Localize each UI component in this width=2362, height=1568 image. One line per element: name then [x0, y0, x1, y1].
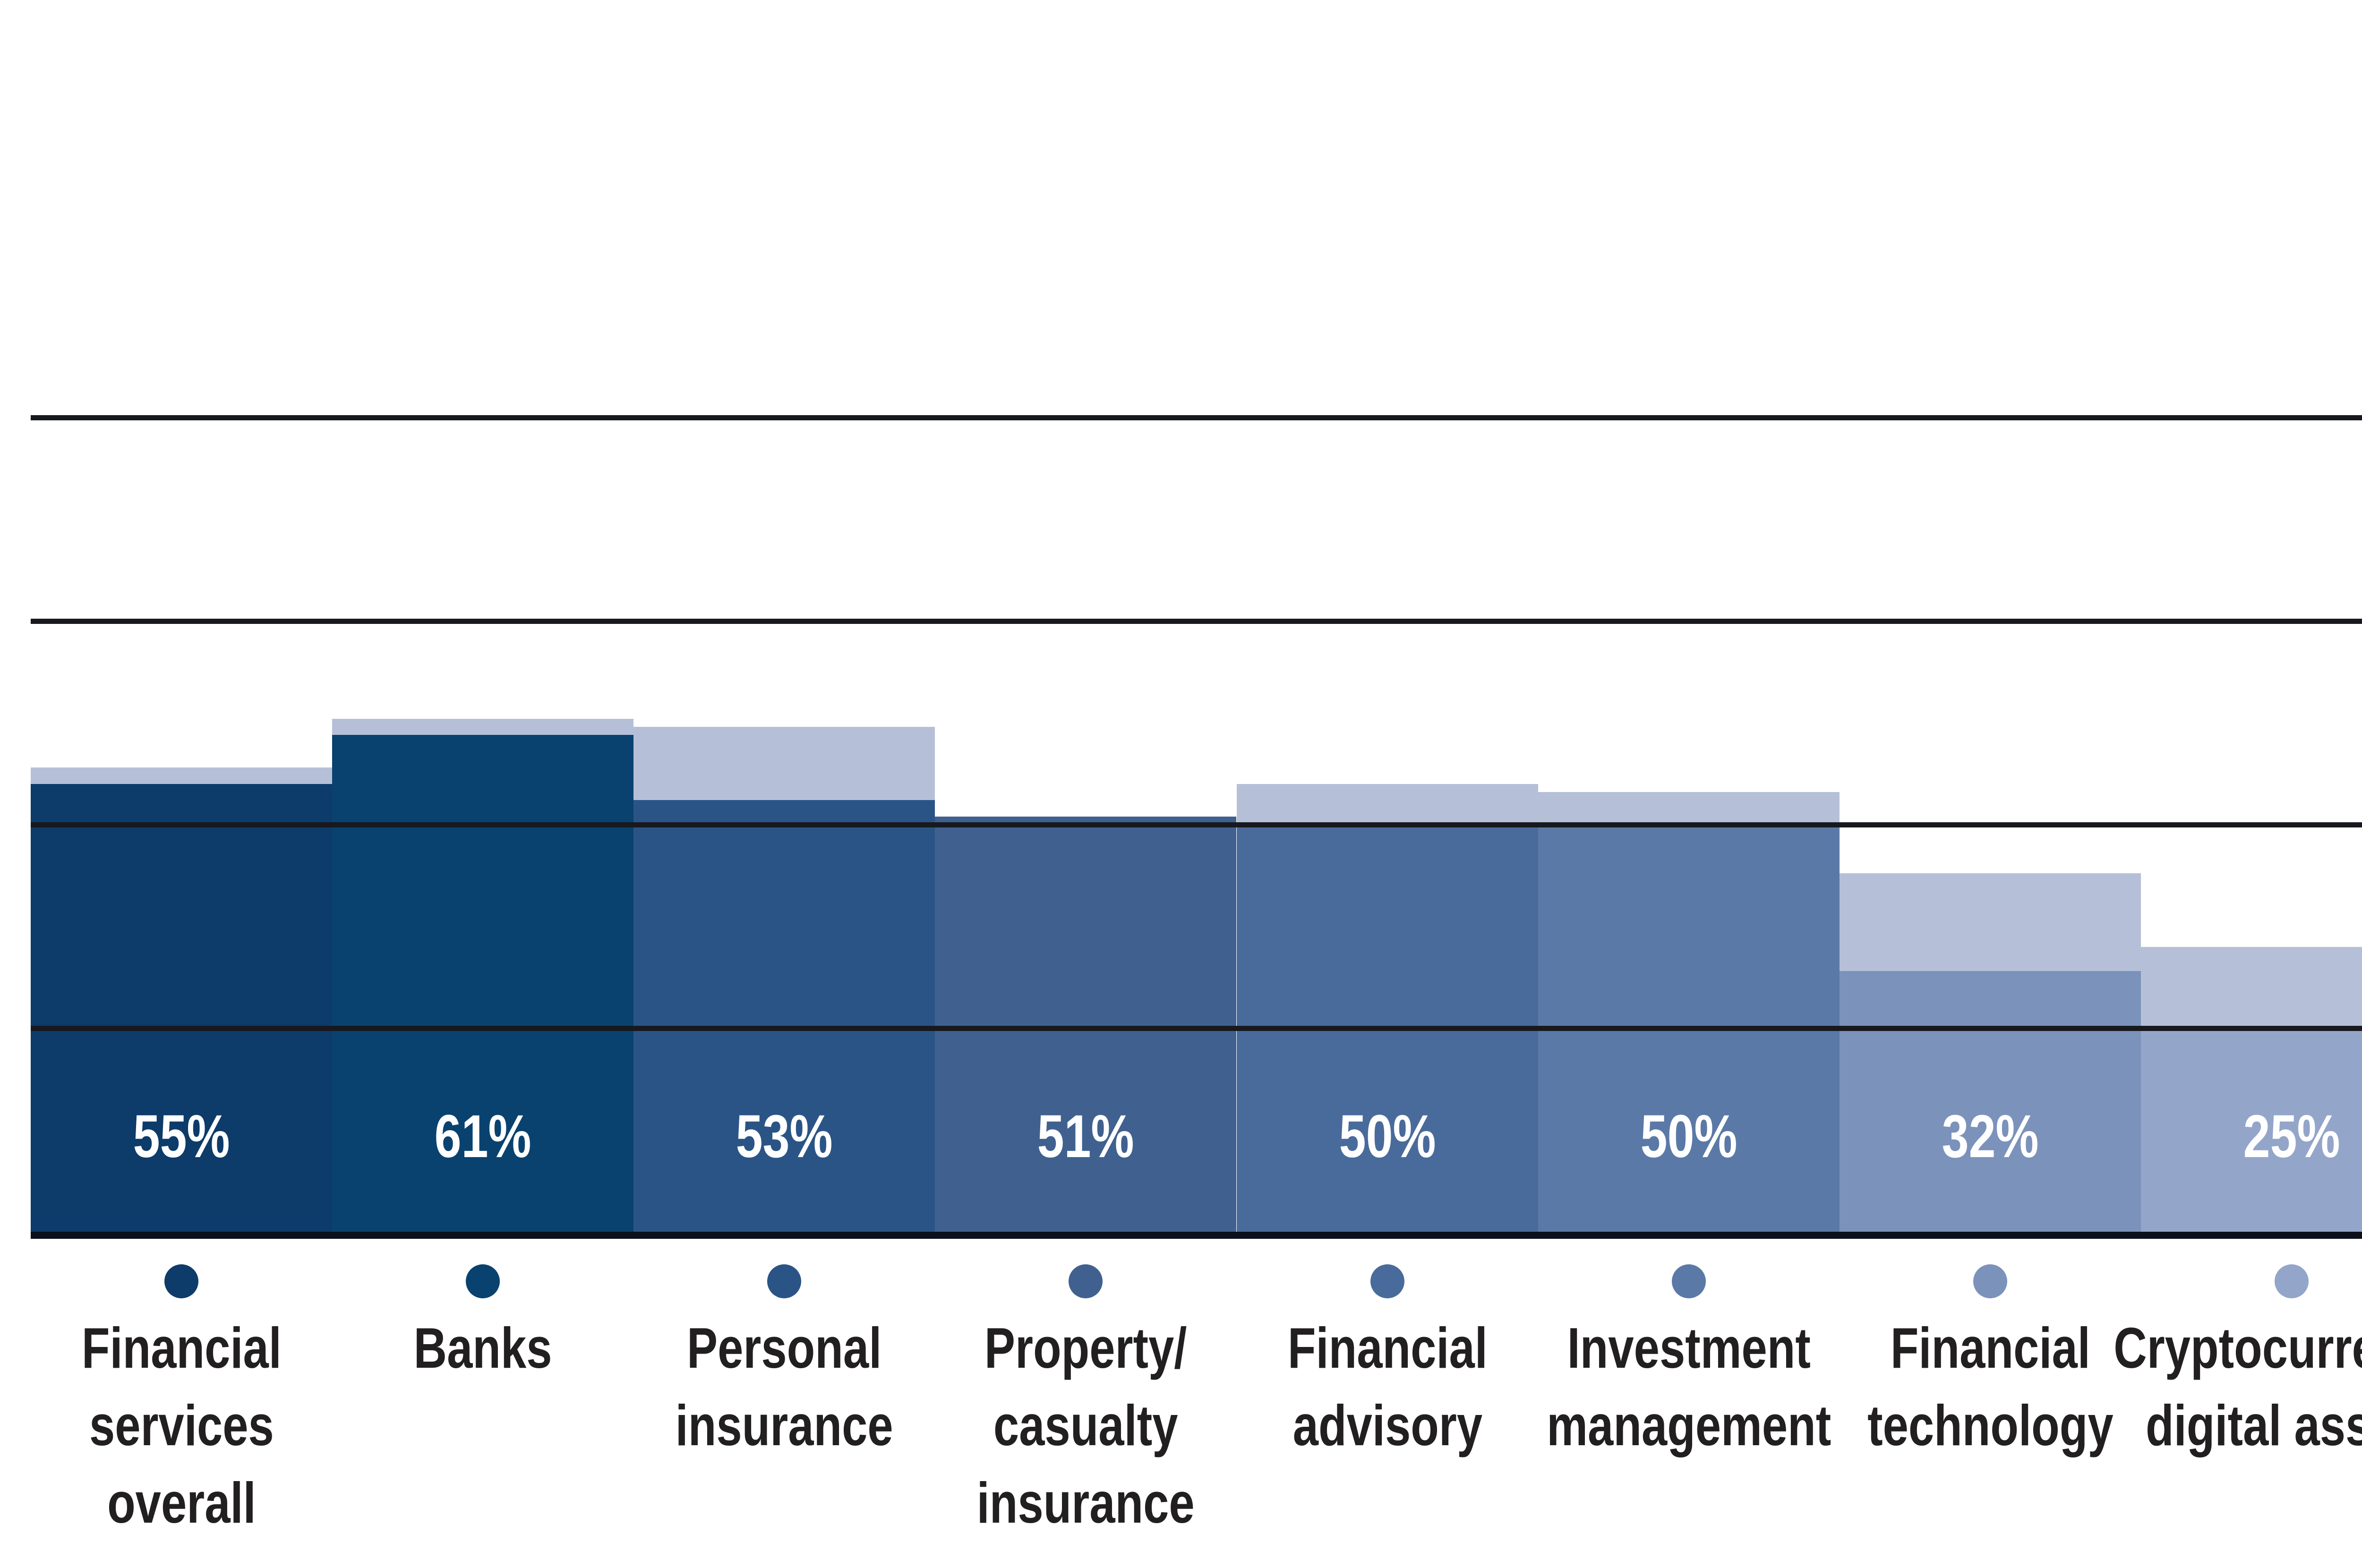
- category-dot-icon: [164, 1264, 198, 1298]
- category-label-line: Financial: [81, 1316, 282, 1380]
- category-label: Investment management: [1510, 1309, 1868, 1464]
- category-label-line: Cryptocurrency/: [2114, 1316, 2362, 1380]
- bar-value-label: 51%: [935, 1099, 1236, 1174]
- bar-value-text: 32%: [1942, 1102, 2039, 1170]
- category-label: Cryptocurrency/digital assets: [2113, 1309, 2362, 1464]
- category-label-line: insurance: [675, 1393, 893, 1457]
- gridline-50pct: [31, 822, 2362, 827]
- bar-value-text: 25%: [2243, 1102, 2340, 1170]
- category-label: Property/casualty insurance: [907, 1309, 1265, 1542]
- category-label-lines: Property/casualty insurance: [976, 1309, 1194, 1542]
- category-label-line: Investment: [1567, 1316, 1811, 1380]
- category-label-line: management: [1546, 1393, 1831, 1457]
- category-label-line: Financial: [1890, 1316, 2090, 1380]
- bar-dark-8: [2141, 1028, 2362, 1232]
- bar-value-text: 55%: [133, 1102, 230, 1170]
- bar-dark-3: [633, 800, 935, 1232]
- gridline-100pct: [31, 415, 2362, 420]
- bar-dark-2: [332, 735, 633, 1232]
- bar-value-text: 53%: [736, 1102, 833, 1170]
- bar-value-text: 50%: [1339, 1102, 1436, 1170]
- category-label: Financial advisory: [1208, 1309, 1566, 1464]
- bar-value-label: 25%: [2141, 1099, 2362, 1174]
- category-label-line: advisory: [1292, 1393, 1482, 1457]
- category-label-line: casualty: [993, 1393, 1178, 1457]
- category-label: Personal insurance: [605, 1309, 963, 1464]
- category-label-lines: Investment management: [1547, 1309, 1831, 1464]
- category-label-line: insurance: [976, 1471, 1195, 1535]
- category-label-line: Personal: [686, 1316, 882, 1380]
- category-label-lines: Financial services overall: [81, 1309, 281, 1542]
- category-label: Banks: [304, 1309, 662, 1387]
- category-label-lines: Financial technology: [1867, 1309, 2114, 1464]
- bar-value-label: 53%: [633, 1099, 935, 1174]
- gridline-75pct: [31, 619, 2362, 624]
- bar-value-label: 32%: [1840, 1099, 2141, 1174]
- category-dot-icon: [1973, 1264, 2007, 1298]
- bar-value-label: 61%: [332, 1099, 633, 1174]
- category-dot-icon: [1069, 1264, 1103, 1298]
- category-label-line: overall: [107, 1471, 256, 1535]
- bar-value-text: 51%: [1037, 1102, 1134, 1170]
- category-label-line: Property/: [984, 1316, 1187, 1380]
- category-label-line: digital assets: [2145, 1393, 2362, 1457]
- category-dot-icon: [466, 1264, 500, 1298]
- bar-dark-1: [31, 784, 332, 1232]
- category-label-line: services: [89, 1393, 274, 1457]
- x-axis-baseline: [31, 1232, 2362, 1239]
- category-dot-icon: [767, 1264, 801, 1298]
- category-dot-icon: [2275, 1264, 2309, 1298]
- category-dot-icon: [1370, 1264, 1404, 1298]
- category-label-line: Banks: [413, 1316, 552, 1380]
- category-label-lines: Banks: [414, 1309, 552, 1387]
- bar-value-label: 50%: [1237, 1099, 1538, 1174]
- category-label: Financial technology: [1811, 1309, 2169, 1464]
- category-label-lines: Financial advisory: [1287, 1309, 1487, 1464]
- bar-value-text: 61%: [434, 1102, 531, 1170]
- bar-value-label: 55%: [31, 1099, 332, 1174]
- bar-value-label: 50%: [1538, 1099, 1840, 1174]
- gridline-25pct: [31, 1026, 2362, 1031]
- category-label-lines: Personal insurance: [675, 1309, 893, 1464]
- category-label: Financial services overall: [2, 1309, 360, 1542]
- category-label-line: technology: [1867, 1393, 2114, 1457]
- category-dot-icon: [1672, 1264, 1706, 1298]
- category-label-line: Financial: [1287, 1316, 1488, 1380]
- bar-dark-4: [935, 817, 1236, 1232]
- category-label-lines: Cryptocurrency/digital assets: [2114, 1309, 2362, 1464]
- bar-dark-7: [1840, 971, 2141, 1232]
- bar-value-text: 50%: [1640, 1102, 1737, 1170]
